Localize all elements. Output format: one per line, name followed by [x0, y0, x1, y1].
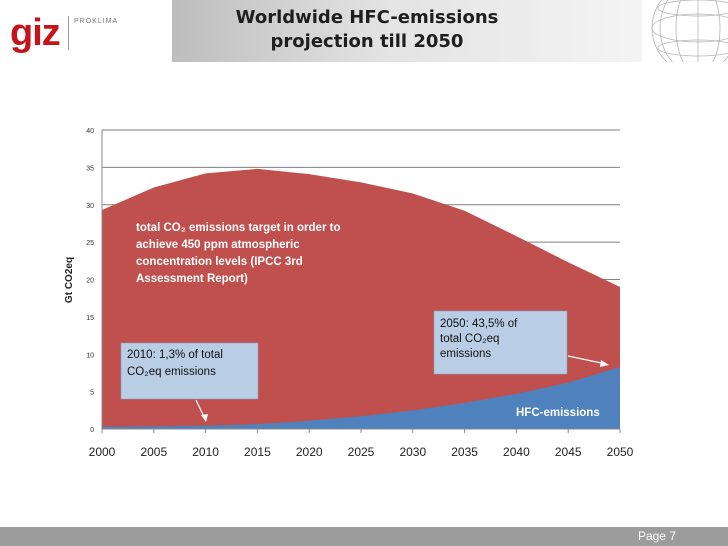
x-tick-label-2035: 2035 — [451, 445, 478, 459]
x-tick-label-2025: 2025 — [348, 445, 375, 459]
callout-2010-box — [120, 342, 259, 400]
x-tick-label-2040: 2040 — [503, 445, 530, 459]
x-tick-label-2000: 2000 — [89, 445, 116, 459]
x-tick-label-2045: 2045 — [555, 445, 582, 459]
x-tick-label-2020: 2020 — [296, 445, 323, 459]
logo-divider — [68, 16, 69, 50]
globe-icon — [651, 0, 728, 62]
y-tick-label-35: 35 — [86, 165, 94, 172]
y-tick-label-15: 15 — [86, 315, 94, 322]
axes: Gt CO2eq — [64, 130, 621, 433]
slide-footer: Page 7 — [0, 527, 728, 546]
x-tick-label-2030: 2030 — [399, 445, 426, 459]
x-tick-label-2050: 2050 — [607, 445, 634, 459]
logo-text: giz — [10, 12, 61, 54]
y-tick-label-30: 30 — [86, 203, 94, 210]
hfc-emissions-area — [102, 366, 620, 429]
slide-header: giz PROKLIMA Worldwide HFC-emissions pro… — [0, 0, 728, 62]
giz-logo: giz PROKLIMA — [10, 12, 160, 54]
slide-title: Worldwide HFC-emissions projection till … — [235, 7, 499, 52]
title-band — [172, 0, 642, 62]
callout-2050-arrow — [567, 355, 607, 365]
y-tick-label-10: 10 — [86, 352, 94, 359]
callout-2050-text: 2050: 43,5% of total CO₂eq emissions — [440, 318, 518, 360]
logo-subtext: PROKLIMA — [74, 18, 119, 25]
callout-2010-arrowhead — [201, 414, 208, 422]
y-tick-label-20: 20 — [86, 278, 94, 285]
x-tick-label-2015: 2015 — [244, 445, 271, 459]
y-tick-label-40: 40 — [86, 128, 94, 135]
y-tick-labels: 0 5 10 15 20 25 30 35 40 — [86, 128, 94, 434]
page-number: Page 7 — [637, 529, 676, 543]
x-tick-label-2010: 2010 — [192, 445, 219, 459]
y-tick-label-0: 0 — [90, 427, 94, 434]
x-tick-labels: 2000 2005 2010 2015 2020 2025 2030 2035 2040 2045… — [89, 445, 634, 459]
total-target-annotation: total CO₂ emissions target in order to ac… — [136, 222, 340, 285]
callout-2050-arrowhead — [600, 360, 609, 367]
hfc-series-label: HFC-emissions — [516, 407, 600, 419]
y-tick-label-5: 5 — [90, 390, 94, 397]
callout-2010-text: 2010: 1,3% of total CO₂eq emissions — [127, 349, 223, 378]
x-tick-label-2005: 2005 — [140, 445, 167, 459]
y-tick-label-25: 25 — [86, 240, 94, 247]
annotations: total CO₂ emissions target in order to ac… — [120, 222, 609, 422]
y-axis-label: Gt CO2eq — [64, 257, 75, 303]
callout-2050-box — [433, 310, 568, 375]
